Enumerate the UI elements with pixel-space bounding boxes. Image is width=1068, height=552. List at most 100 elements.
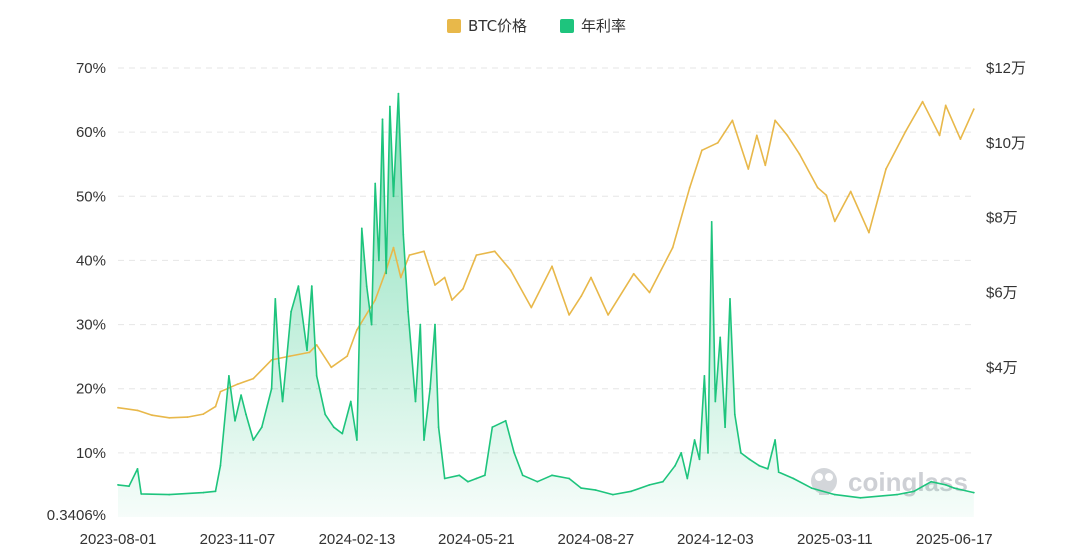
data-point bbox=[786, 134, 789, 137]
data-point bbox=[274, 298, 277, 300]
data-point bbox=[341, 432, 344, 435]
data-point bbox=[953, 487, 956, 489]
right-axis-ticks: $4万 $6万 $8万 $10万 $12万 bbox=[986, 60, 1026, 376]
data-point bbox=[590, 276, 592, 279]
data-point bbox=[686, 477, 689, 480]
data-point bbox=[289, 355, 291, 357]
data-point bbox=[290, 310, 292, 313]
legend-swatch bbox=[560, 19, 574, 33]
data-point bbox=[930, 480, 932, 483]
legend-item[interactable]: BTC价格 bbox=[447, 17, 527, 35]
data-point bbox=[240, 394, 243, 396]
data-point bbox=[414, 400, 417, 403]
data-point bbox=[186, 416, 189, 418]
right-tick-label: $12万 bbox=[986, 60, 1026, 77]
right-tick-label: $8万 bbox=[986, 210, 1018, 227]
data-point bbox=[419, 323, 422, 326]
data-point bbox=[228, 375, 230, 377]
data-point bbox=[748, 458, 751, 461]
data-point bbox=[944, 104, 947, 107]
data-point bbox=[389, 105, 391, 108]
data-point bbox=[680, 452, 683, 454]
data-point bbox=[467, 480, 469, 483]
data-point bbox=[434, 284, 436, 286]
data-point bbox=[774, 119, 776, 122]
data-point bbox=[913, 490, 915, 493]
data-point bbox=[117, 406, 119, 409]
data-point bbox=[443, 477, 446, 480]
data-point bbox=[580, 295, 583, 298]
data-point bbox=[281, 400, 284, 403]
left-tick-label: 60% bbox=[76, 124, 106, 141]
data-point bbox=[308, 351, 311, 354]
data-point bbox=[202, 413, 205, 415]
data-point bbox=[381, 118, 384, 121]
data-point bbox=[792, 477, 795, 480]
data-point bbox=[849, 190, 852, 193]
data-point bbox=[128, 485, 130, 488]
data-point bbox=[774, 439, 776, 441]
data-point bbox=[493, 250, 496, 253]
legend-swatch bbox=[447, 19, 461, 33]
data-point bbox=[374, 182, 377, 185]
data-point bbox=[777, 471, 780, 473]
left-tick-label: 10% bbox=[76, 445, 106, 462]
data-point bbox=[423, 439, 425, 441]
data-point bbox=[959, 138, 962, 141]
data-point bbox=[297, 285, 300, 287]
left-tick-label: 30% bbox=[76, 317, 106, 334]
data-point bbox=[168, 493, 171, 496]
data-point bbox=[443, 276, 446, 279]
data-point bbox=[733, 413, 736, 416]
data-point bbox=[607, 314, 609, 316]
data-point bbox=[662, 480, 664, 483]
data-point bbox=[136, 468, 139, 470]
legend-item[interactable]: 年利率 bbox=[560, 17, 626, 35]
data-point bbox=[252, 377, 255, 380]
data-point bbox=[833, 220, 836, 223]
x-tick-label: 2024-08-27 bbox=[558, 531, 635, 548]
data-point bbox=[568, 314, 570, 316]
left-tick-label: 40% bbox=[76, 252, 106, 269]
data-point bbox=[458, 474, 461, 477]
data-point bbox=[868, 231, 870, 234]
watermark: coinglass bbox=[811, 467, 968, 497]
left-tick-label: 70% bbox=[76, 60, 106, 77]
data-point bbox=[214, 405, 217, 408]
data-point bbox=[408, 254, 411, 256]
data-point bbox=[462, 287, 464, 290]
btc-price-line-points bbox=[117, 100, 975, 419]
data-point bbox=[729, 298, 731, 300]
data-point bbox=[260, 426, 263, 429]
data-point bbox=[346, 355, 349, 357]
data-point bbox=[798, 153, 801, 156]
data-point bbox=[833, 493, 836, 496]
data-point bbox=[310, 285, 313, 287]
data-point bbox=[816, 186, 819, 189]
data-point bbox=[397, 92, 400, 95]
data-point bbox=[437, 426, 440, 429]
rate-line-points bbox=[117, 92, 975, 499]
data-point bbox=[568, 477, 570, 480]
x-tick-label: 2024-05-21 bbox=[438, 531, 515, 548]
data-point bbox=[701, 149, 703, 152]
data-point bbox=[671, 246, 674, 249]
data-point bbox=[370, 323, 373, 326]
data-point bbox=[595, 489, 597, 491]
data-point bbox=[921, 100, 924, 103]
data-point bbox=[551, 474, 553, 477]
data-point bbox=[219, 390, 222, 393]
data-point bbox=[648, 484, 651, 486]
data-point bbox=[252, 439, 255, 441]
data-point bbox=[719, 336, 722, 339]
data-point bbox=[972, 491, 975, 494]
x-tick-label: 2024-02-13 bbox=[319, 531, 396, 548]
data-point bbox=[270, 387, 273, 390]
data-point bbox=[136, 409, 139, 412]
data-point bbox=[117, 484, 119, 486]
data-point bbox=[475, 254, 478, 256]
data-point bbox=[810, 487, 813, 489]
data-point bbox=[944, 484, 947, 486]
legend[interactable]: BTC价格 年利率 bbox=[447, 17, 626, 35]
